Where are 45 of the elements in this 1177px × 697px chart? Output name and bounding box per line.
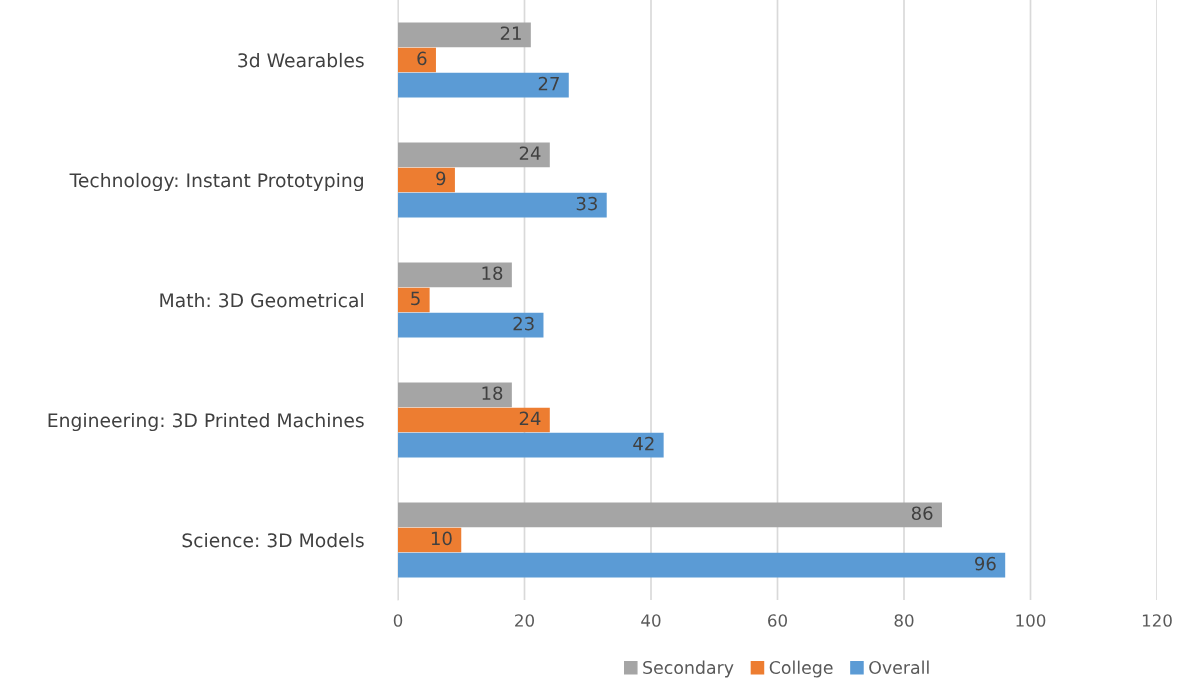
legend-label: Secondary xyxy=(643,660,734,678)
bar xyxy=(398,312,544,338)
x-tick-label: 40 xyxy=(641,614,661,627)
bar xyxy=(398,432,664,458)
bar xyxy=(398,527,462,553)
y-tick-label: Technology: Instant Prototyping xyxy=(69,172,363,192)
bar xyxy=(398,167,455,193)
data-label: 24 xyxy=(519,146,541,160)
x-tick-label: 0 xyxy=(393,614,403,627)
x-tick-label: 20 xyxy=(515,614,534,627)
y-tick-label: Math: 3D Geometrical xyxy=(160,292,363,308)
bar xyxy=(398,72,569,98)
bar xyxy=(398,47,436,73)
data-label: 27 xyxy=(538,76,559,91)
bar xyxy=(398,192,607,218)
data-label: 96 xyxy=(975,556,996,571)
data-label: 18 xyxy=(482,386,503,401)
bar xyxy=(398,407,550,433)
x-tick-label: 100 xyxy=(1016,614,1046,627)
data-label: 6 xyxy=(417,51,427,66)
data-label: 21 xyxy=(500,26,521,40)
legend-label: College xyxy=(769,660,833,678)
data-label: 42 xyxy=(633,436,654,451)
data-label: 18 xyxy=(482,266,503,281)
bar xyxy=(398,382,512,408)
x-tick-label: 60 xyxy=(768,614,787,627)
data-label: 23 xyxy=(513,316,534,331)
bar xyxy=(398,22,531,48)
y-tick-label: Engineering: 3D Printed Machines xyxy=(48,412,364,432)
data-label: 10 xyxy=(431,531,452,546)
y-tick-label: 3d Wearables xyxy=(238,52,364,68)
x-tick-label: 120 xyxy=(1142,614,1172,627)
bar xyxy=(398,262,512,288)
data-label: 9 xyxy=(436,171,446,186)
bar xyxy=(398,502,942,528)
data-label: 24 xyxy=(519,411,541,425)
bar xyxy=(398,287,430,313)
data-label: 33 xyxy=(576,196,597,211)
x-tick-label: 80 xyxy=(894,614,914,627)
legend-label: Overall xyxy=(869,660,929,675)
data-label: 86 xyxy=(911,506,933,521)
bar xyxy=(398,142,550,168)
y-tick-label: Science: 3D Models xyxy=(182,532,364,548)
data-label: 5 xyxy=(411,291,420,306)
bar xyxy=(398,552,1006,578)
